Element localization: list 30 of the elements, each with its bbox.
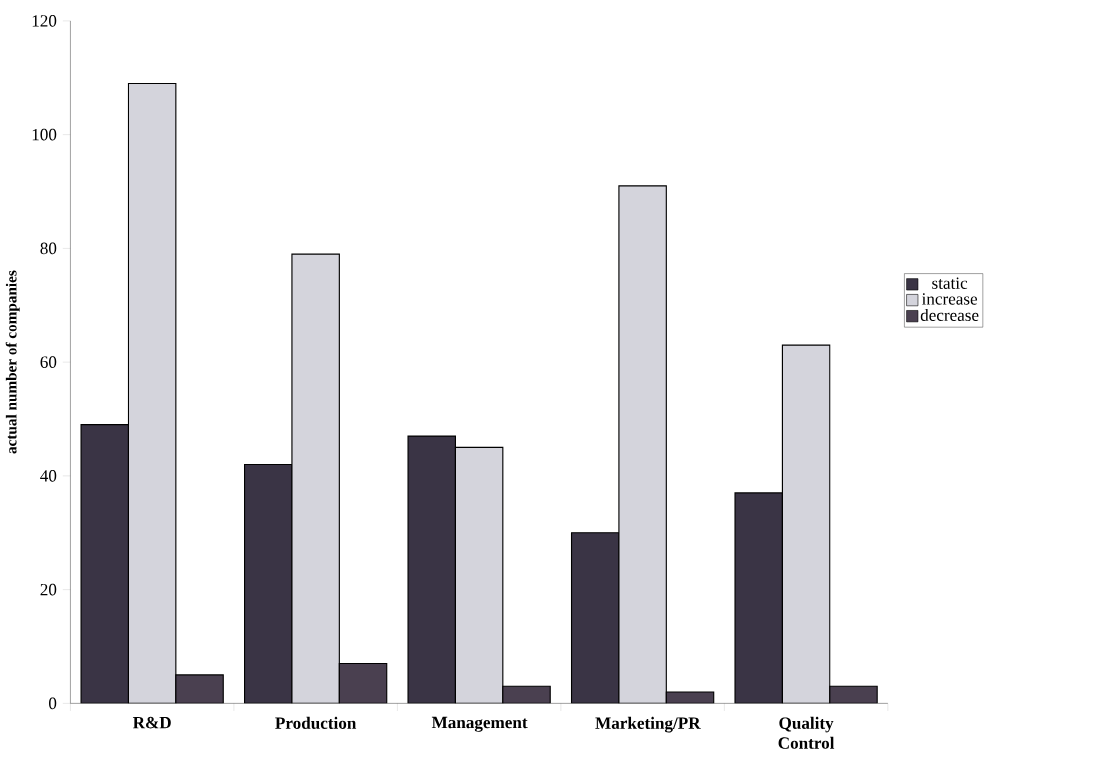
y-tick-label: 40 — [40, 470, 57, 482]
legend-label: decrease — [920, 309, 979, 322]
legend-label: static — [932, 277, 968, 290]
x-tick-label: Marketing/PR — [595, 717, 701, 733]
bar — [502, 685, 551, 704]
bar — [127, 83, 177, 704]
y-tick-label: 0 — [49, 697, 57, 710]
x-tick-label: R&D — [132, 717, 171, 729]
bar — [781, 344, 831, 704]
y-tick-label: 100 — [32, 129, 57, 141]
bar — [175, 674, 224, 704]
x-tick-label: Management — [431, 717, 528, 732]
bar — [570, 532, 620, 704]
bar — [618, 185, 667, 704]
bar — [80, 424, 130, 704]
y-tick-label: 120 — [32, 15, 57, 27]
y-tick-label: 80 — [40, 242, 57, 255]
bar — [454, 447, 504, 704]
bar — [243, 464, 293, 704]
bar — [291, 253, 340, 704]
x-tick-label: Production — [275, 717, 357, 730]
bar — [734, 492, 783, 704]
legend-label: increase — [921, 293, 978, 305]
bar — [829, 685, 878, 704]
x-tick-label: Quality Control — [778, 717, 835, 749]
bar — [338, 663, 388, 704]
y-tick-label: 60 — [40, 356, 57, 369]
y-tick-label: 20 — [40, 583, 57, 596]
bar — [407, 435, 457, 704]
y-axis-title: actual number of companies — [5, 270, 20, 454]
